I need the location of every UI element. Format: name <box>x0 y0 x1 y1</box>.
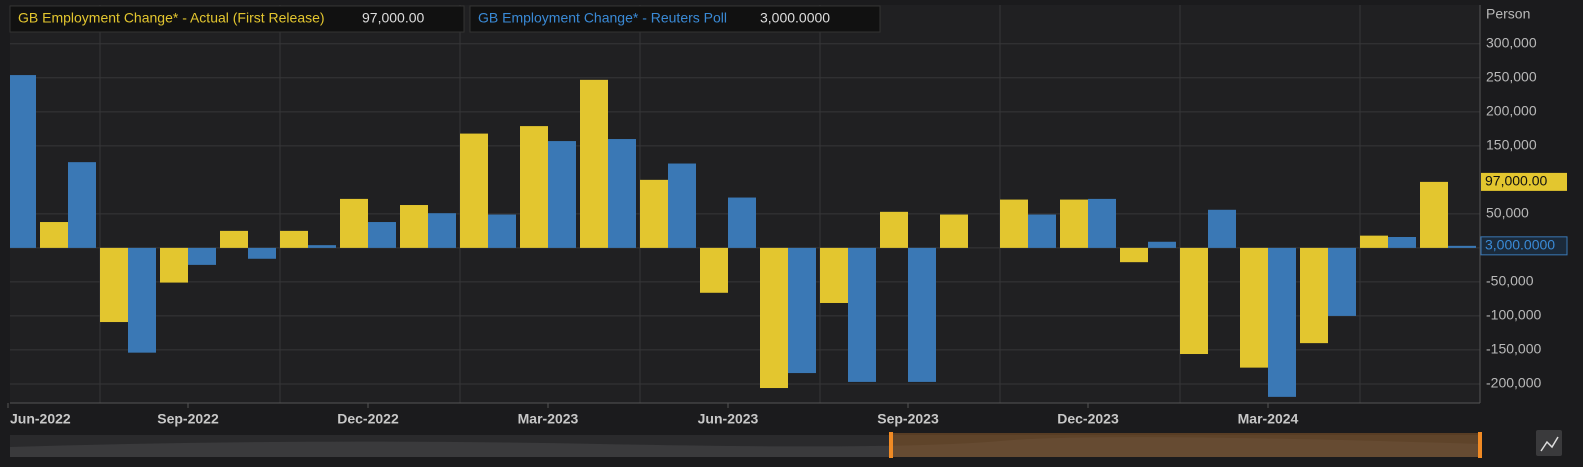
bar <box>1420 181 1448 248</box>
legend-entry[interactable]: GB Employment Change* - Actual (First Re… <box>18 10 325 26</box>
bar <box>1060 199 1088 248</box>
bar <box>368 222 396 248</box>
bar <box>400 205 428 248</box>
y-tick-label: -150,000 <box>1486 341 1541 357</box>
bar <box>548 141 576 248</box>
last-value-badge <box>1481 172 1567 191</box>
bar <box>668 163 696 248</box>
bar <box>220 230 248 248</box>
bar <box>428 213 456 248</box>
x-tick-label: Mar-2023 <box>518 411 579 427</box>
bar <box>640 179 668 248</box>
bar <box>580 79 608 248</box>
labels: -200,000-150,000-100,000-50,000050,00015… <box>7 34 1568 427</box>
bar <box>848 247 876 382</box>
bar <box>760 247 788 389</box>
grid <box>10 5 1480 403</box>
bar <box>608 139 636 248</box>
x-tick-label: Dec-2023 <box>1057 411 1119 427</box>
bars <box>0 75 1476 397</box>
y-tick-label: -100,000 <box>1486 307 1541 323</box>
bar <box>100 247 128 323</box>
legend-box <box>9 5 465 33</box>
bar <box>820 247 848 303</box>
y-unit: Person <box>1486 6 1530 22</box>
last-value-label: 3,000.0000 <box>1485 237 1555 253</box>
navigator-handle[interactable] <box>889 432 893 458</box>
y-tick-label: 250,000 <box>1486 68 1537 84</box>
bar <box>700 247 728 293</box>
y-tick-label: 300,000 <box>1486 34 1537 50</box>
bar <box>160 247 188 283</box>
y-tick-label: -50,000 <box>1486 273 1534 289</box>
bar <box>488 214 516 248</box>
bar <box>128 247 156 353</box>
bar <box>1328 247 1356 316</box>
x-tick-label: Jun-2023 <box>698 411 759 427</box>
bar <box>1240 247 1268 368</box>
x-tick-label: Jun-2022 <box>10 411 71 427</box>
navigator-window[interactable] <box>891 433 1480 457</box>
bar <box>68 162 96 248</box>
bar <box>40 222 68 248</box>
x-tick-label: Sep-2023 <box>877 411 939 427</box>
bar <box>1088 198 1116 248</box>
legend-entry[interactable]: GB Employment Change* - Reuters Poll <box>478 10 727 26</box>
navigator-handle[interactable] <box>1478 432 1482 458</box>
last-value-label: 97,000.00 <box>1485 173 1547 189</box>
y-tick-label: -200,000 <box>1486 375 1541 391</box>
bar <box>0 141 8 248</box>
bar <box>460 133 488 248</box>
bar <box>280 230 308 248</box>
bar <box>10 75 36 248</box>
bar <box>1208 209 1236 248</box>
bar <box>1268 247 1296 397</box>
y-tick-label: 50,000 <box>1486 205 1529 221</box>
bar <box>880 211 908 248</box>
bar <box>788 247 816 374</box>
bar <box>1388 236 1416 248</box>
bar <box>1000 199 1028 248</box>
x-tick-label: Mar-2024 <box>1238 411 1299 427</box>
bar <box>520 126 548 248</box>
y-tick-label: 200,000 <box>1486 103 1537 119</box>
legend-value: 3,000.0000 <box>760 10 830 26</box>
x-tick-label: Dec-2022 <box>337 411 399 427</box>
legend-value: 97,000.00 <box>362 10 424 26</box>
bar <box>728 197 756 248</box>
bar <box>308 245 336 248</box>
bar <box>1120 247 1148 263</box>
bar <box>1180 247 1208 355</box>
bar <box>340 198 368 248</box>
bar <box>248 247 276 259</box>
last-value-badge <box>1480 236 1568 256</box>
bar <box>1300 247 1328 344</box>
bar <box>1148 241 1176 248</box>
bar <box>1360 235 1388 248</box>
bar <box>188 247 216 265</box>
y-tick-label: 150,000 <box>1486 137 1537 153</box>
chart-icon <box>1540 436 1559 452</box>
bar <box>940 214 968 248</box>
bar <box>1028 214 1056 248</box>
bar <box>908 247 936 382</box>
x-tick-label: Sep-2022 <box>157 411 219 427</box>
bar <box>1448 245 1476 248</box>
legend-box <box>469 5 881 33</box>
